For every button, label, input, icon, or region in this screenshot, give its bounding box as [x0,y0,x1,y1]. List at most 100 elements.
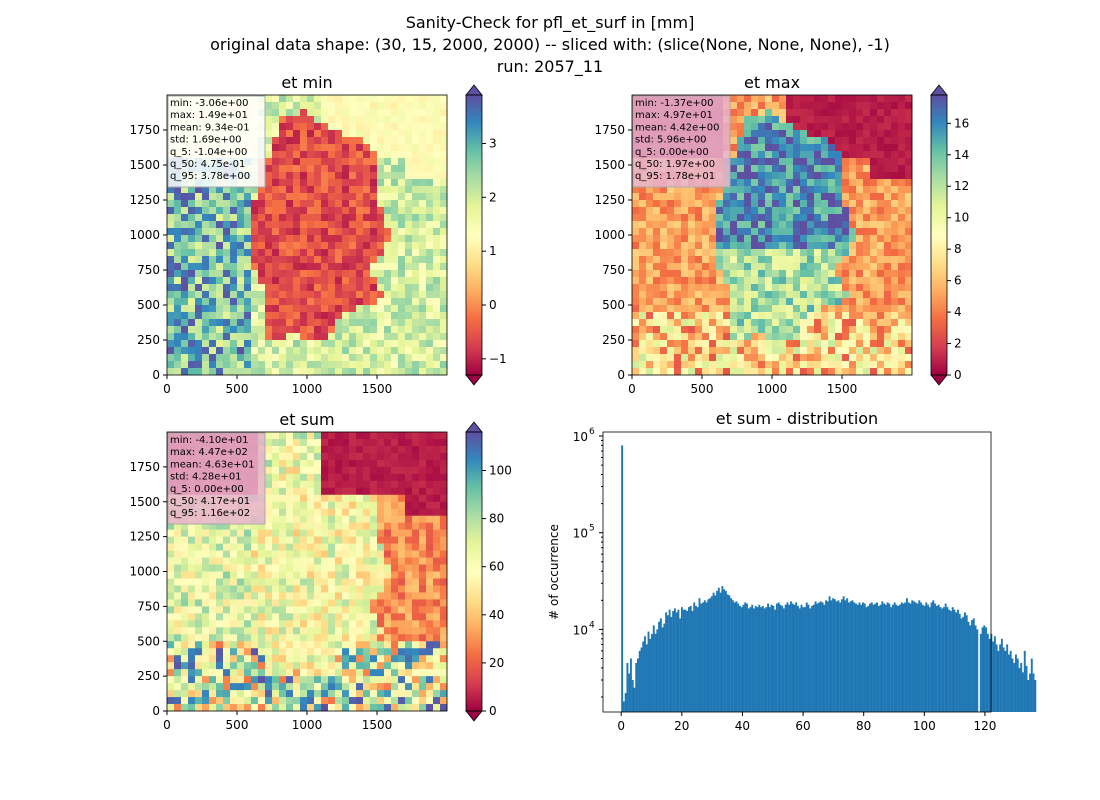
heatmap-cell [209,298,217,306]
heatmap-cell [258,256,266,264]
heatmap-cell [279,291,287,299]
heatmap-cell [342,606,350,614]
heatmap-cell [905,340,913,348]
heatmap-cell [821,277,829,285]
heatmap-cell [237,214,245,222]
heatmap-cell [195,599,203,607]
heatmap-cell [779,256,787,264]
heatmap-cell [202,557,210,565]
heatmap-cell [863,193,871,201]
heatmap-cell [737,305,745,313]
heatmap-cell [667,340,675,348]
heatmap-cell [849,340,857,348]
heatmap-cell [905,130,913,138]
heatmap-cell [856,305,864,313]
heatmap-cell [653,312,661,320]
heatmap-cell [167,326,175,334]
heatmap-cell [419,515,427,523]
heatmap-cell [391,249,399,257]
heatmap-cell [877,319,885,327]
heatmap-cell [405,354,413,362]
heatmap-cell [828,109,836,117]
heatmap-cell [765,102,773,110]
heatmap-cell [863,319,871,327]
heatmap-cell [342,662,350,670]
heatmap-cell [807,102,815,110]
heatmap-cell [370,432,378,440]
heatmap-cell [391,473,399,482]
heatmap-cell [335,432,343,440]
heatmap-cell [384,683,392,691]
heatmap-cell [440,690,448,698]
heatmap-cell [709,284,717,292]
heatmap-cell [244,564,252,572]
heatmap-cell [258,319,266,327]
heatmap-cell [412,571,420,579]
stats-line: q_95: 1.78e+01 [635,171,715,182]
heatmap-cell [265,550,273,558]
heatmap-cell [216,361,224,369]
heatmap-cell [307,298,315,306]
heatmap-cell [440,571,448,579]
heatmap-cell [279,298,287,306]
heatmap-cell [181,522,189,530]
heatmap-cell [870,179,878,187]
heatmap-cell [314,634,322,642]
heatmap-cell [821,263,829,271]
heatmap-cell [209,648,217,656]
heatmap-cell [342,291,350,299]
heatmap-cell [800,319,808,327]
heatmap-cell [398,368,406,376]
heatmap-cell [779,368,787,376]
heatmap-cell [398,137,406,145]
heatmap-cell [905,347,913,355]
heatmap-cell [730,368,738,376]
heatmap-cell [835,354,843,362]
heatmap-cell [419,235,427,243]
heatmap-cell [265,634,273,642]
heatmap-cell [230,333,238,341]
heatmap-cell [307,564,315,572]
heatmap-cell [765,200,773,208]
heatmap-cell [807,326,815,334]
heatmap-cell [891,165,899,173]
heatmap-cell [758,263,766,271]
heatmap-cell [814,130,822,138]
heatmap-cell [188,655,196,663]
heatmap-cell [405,200,413,208]
heatmap-cell [328,438,336,447]
stats-line: std: 1.69e+00 [170,135,242,146]
heatmap-cell [870,186,878,194]
heatmap-cell [265,501,273,510]
heatmap-cell [265,340,273,348]
heatmap-cell [405,438,413,447]
heatmap-cell [384,235,392,243]
heatmap-cell [877,263,885,271]
heatmap-cell [265,312,273,320]
heatmap-cell [898,228,906,236]
heatmap-cell [356,543,364,551]
heatmap-cell [905,144,913,152]
heatmap-cell [391,116,399,124]
heatmap-cell [856,284,864,292]
heatmap-cell [356,347,364,355]
heatmap-cell [440,620,448,628]
heatmap-cell [307,172,315,180]
heatmap-cell [328,571,336,579]
heatmap-cell [730,102,738,110]
heatmap-cell [377,508,385,516]
heatmap-cell [286,662,294,670]
heatmap-cell [167,256,175,264]
heatmap-cell [772,193,780,201]
heatmap-cell [433,144,441,152]
heatmap-cell [300,627,308,635]
heatmap-cell [244,291,252,299]
y-tick-label: 1750 [129,460,160,474]
heatmap-cell [772,312,780,320]
heatmap-cell [279,515,287,523]
heatmap-cell [884,228,892,236]
heatmap-cell [356,676,364,684]
heatmap-cell [223,284,231,292]
heatmap-cell [349,529,357,537]
heatmap-cell [744,256,752,264]
